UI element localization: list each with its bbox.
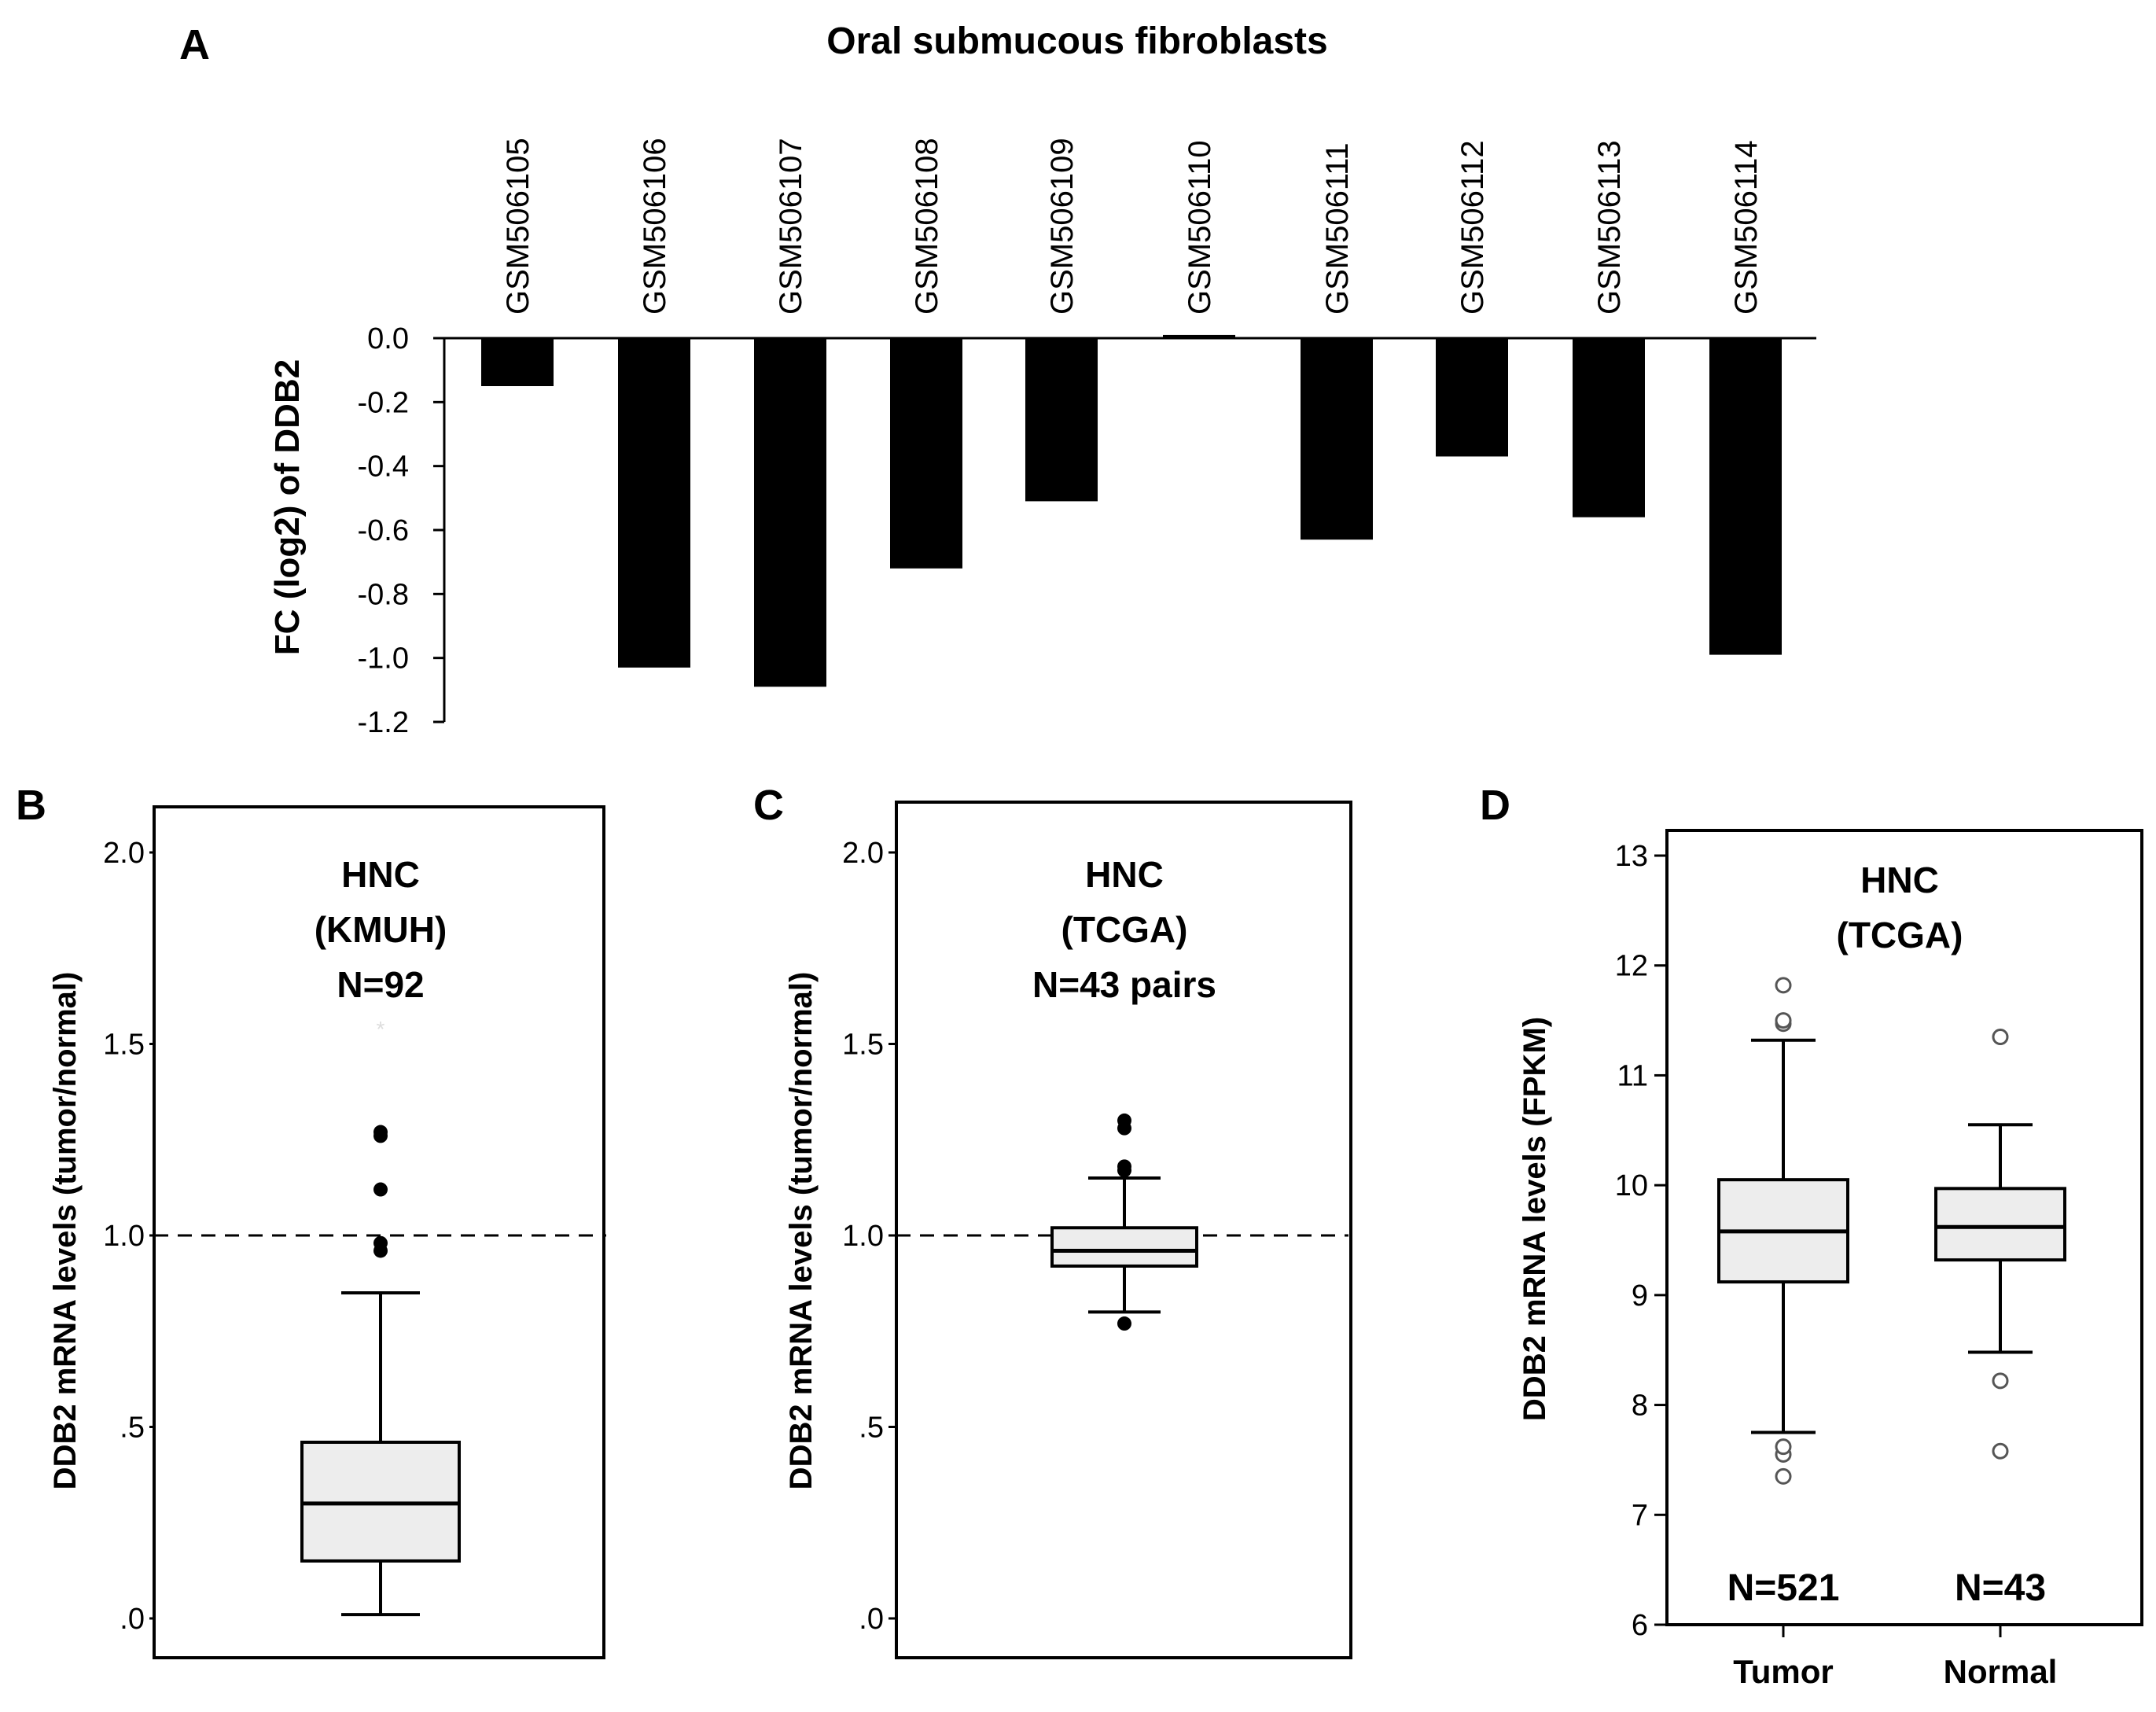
- panel-a-bars: GSM506105 GSM506106 GSM506107 GSM506108 GSM5…: [481, 138, 1782, 687]
- panel-a-xtick-label: GSM506107: [774, 138, 808, 315]
- panel-letter-a: A: [179, 21, 210, 68]
- panel-letter-d: D: [1480, 782, 1510, 829]
- panel-a-bar: [1301, 338, 1373, 540]
- panel-d-ytick-label: 7: [1632, 1499, 1648, 1532]
- panel-a-xtick-label: GSM506105: [501, 138, 535, 315]
- panel-b-outlier-point: [373, 1125, 388, 1139]
- panel-d-outlier-point: [1775, 1467, 1792, 1485]
- panel-c-ytick-label: .5: [859, 1412, 884, 1445]
- panel-d-outlier-point: [1775, 1012, 1792, 1029]
- panel-b-ytick-label: .5: [120, 1412, 145, 1445]
- panel-a-ylabel: FC (log2) of DDB2: [268, 359, 307, 655]
- panel-a-xtick-label: GSM506109: [1045, 138, 1080, 315]
- panel-d-xtick-label: Tumor: [1733, 1653, 1834, 1690]
- panel-c-ytick-label: 2.0: [842, 837, 884, 870]
- panel-c-outlier-point: [1117, 1316, 1131, 1331]
- panel-a-xtick-label: GSM506108: [910, 138, 944, 315]
- panel-a-bar: [1436, 338, 1508, 457]
- panel-a: Oral submucous fibroblasts FC (log2) of …: [268, 20, 1816, 739]
- panel-d-box-normal-box: [1934, 1187, 2066, 1262]
- panel-a-bar: [1573, 338, 1645, 517]
- panel-d-plot: 6 7 8 9 10 11 12 13 Tumor N=521 Normal N=43: [1615, 840, 2066, 1690]
- panel-d: DDB2 mRNA levels (FPKM) HNC (TCGA) 6 7 8 9 1…: [1518, 829, 2143, 1690]
- panel-b-annotation-line2: (KMUH): [315, 909, 447, 950]
- panel-b-ytick-label: 1.0: [103, 1220, 145, 1253]
- panel-c: DDB2 mRNA levels (tumor/normal) HNC (TCG…: [784, 801, 1352, 1659]
- panel-b-frame: [153, 805, 605, 1659]
- panel-d-ytick-label: 12: [1615, 950, 1648, 983]
- panel-d-ytick-label: 9: [1632, 1279, 1648, 1313]
- panel-d-outlier-point: [1992, 1029, 2009, 1046]
- panel-b-ylabel: DDB2 mRNA levels (tumor/normal): [48, 972, 83, 1490]
- panel-b-ytick-label: .0: [120, 1603, 145, 1636]
- panel-b-plot: .0 .5 1.0 1.5 2.0 *: [103, 837, 606, 1636]
- panel-b-annotation-line3: N=92: [337, 964, 424, 1005]
- panel-d-outlier-point: [1775, 1438, 1792, 1456]
- panel-b-outlier-point: [373, 1235, 388, 1250]
- panel-a-bar: [754, 338, 826, 687]
- panel-a-ytick-label: -0.4: [358, 451, 409, 484]
- panel-c-annotation-line3: N=43 pairs: [1032, 964, 1216, 1005]
- panel-d-frame: [1665, 829, 2143, 1626]
- panel-c-ylabel: DDB2 mRNA levels (tumor/normal): [784, 972, 819, 1490]
- panel-a-bar: [481, 338, 554, 386]
- panel-a-xtick-label: GSM506111: [1320, 142, 1355, 315]
- panel-b-extreme-point: *: [377, 1017, 385, 1041]
- panel-a-bar: [890, 338, 962, 569]
- panel-a-axes: 0.0 -0.2 -0.4 -0.6 -0.8 -1.0 -1.2: [358, 322, 1816, 739]
- panel-a-title: Oral submucous fibroblasts: [826, 20, 1327, 62]
- panel-c-ytick-label: 1.0: [842, 1220, 884, 1253]
- panel-a-ytick-label: -1.0: [358, 642, 409, 676]
- panel-c-plot: .0 .5 1.0 1.5 2.0: [842, 837, 1348, 1636]
- panel-d-ytick-label: 6: [1632, 1609, 1648, 1642]
- panel-a-xtick-label: GSM506112: [1455, 140, 1490, 315]
- panel-b-annotation-line1: HNC: [341, 854, 420, 895]
- panel-a-xtick-label: GSM506106: [638, 138, 672, 315]
- panel-d-ytick-label: 11: [1617, 1059, 1648, 1092]
- panel-c-annotation-line1: HNC: [1085, 854, 1164, 895]
- panel-d-count-label: N=521: [1727, 1567, 1840, 1609]
- panel-d-outlier-point: [1992, 1442, 2009, 1460]
- panel-d-annotation-line2: (TCGA): [1837, 915, 1963, 955]
- panel-letter-b: B: [16, 782, 46, 829]
- panel-b-ytick-label: 1.5: [103, 1029, 145, 1062]
- panel-d-count-label: N=43: [1955, 1567, 2046, 1609]
- panel-d-outlier-point: [1775, 977, 1792, 994]
- panel-b-outlier-point: [373, 1182, 388, 1197]
- panel-d-ytick-label: 10: [1615, 1169, 1648, 1202]
- panel-a-ytick-label: -0.6: [358, 514, 409, 547]
- panel-c-frame: [895, 801, 1352, 1659]
- panel-a-ytick-label: -1.2: [358, 706, 409, 739]
- panel-c-ytick-label: 1.5: [842, 1029, 884, 1062]
- panel-d-xtick-label: Normal: [1944, 1653, 2058, 1690]
- panel-c-ytick-label: .0: [859, 1603, 884, 1636]
- panel-a-bar: [1709, 338, 1782, 655]
- panel-a-bar: [1025, 338, 1098, 502]
- panel-d-annotation-line1: HNC: [1860, 860, 1939, 900]
- panel-b: DDB2 mRNA levels (tumor/normal) HNC (KMU…: [48, 805, 606, 1659]
- panel-a-bar: [618, 338, 690, 668]
- panel-a-bar: [1163, 334, 1235, 338]
- panel-d-ytick-label: 8: [1632, 1390, 1648, 1423]
- panel-a-xtick-label: GSM506113: [1592, 140, 1627, 315]
- panel-c-annotation-line2: (TCGA): [1061, 909, 1188, 950]
- panel-a-xtick-label: GSM506110: [1183, 140, 1217, 315]
- panel-a-ytick-label: -0.8: [358, 578, 409, 611]
- panel-d-ylabel: DDB2 mRNA levels (FPKM): [1518, 1017, 1552, 1421]
- panel-c-outlier-point: [1117, 1159, 1131, 1174]
- panel-d-outlier-point: [1992, 1372, 2009, 1390]
- panel-a-ytick-label: -0.2: [358, 386, 409, 419]
- panel-letter-c: C: [753, 782, 784, 829]
- panel-c-outlier-point: [1117, 1113, 1131, 1128]
- panel-d-ytick-label: 13: [1615, 840, 1648, 873]
- panel-a-xtick-label: GSM506114: [1729, 140, 1764, 315]
- panel-a-ytick-label: 0.0: [367, 322, 409, 355]
- panel-b-ytick-label: 2.0: [103, 837, 145, 870]
- panel-c-box: [1050, 1226, 1198, 1268]
